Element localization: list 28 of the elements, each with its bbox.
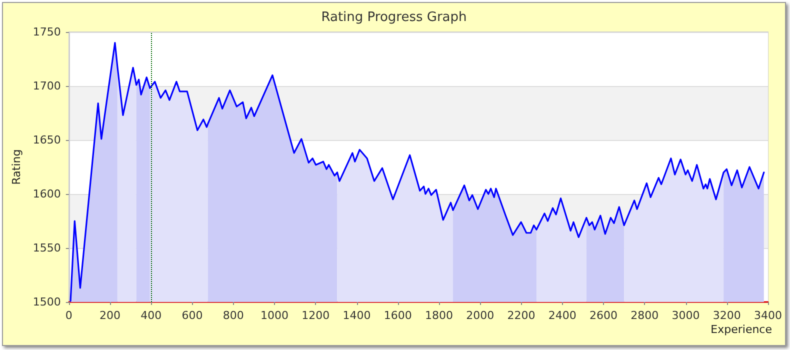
x-tick-label: 800 bbox=[222, 309, 244, 322]
x-tick-label: 400 bbox=[140, 309, 162, 322]
chart-title: Rating Progress Graph bbox=[321, 10, 467, 25]
x-tick-label: 1600 bbox=[384, 309, 412, 322]
x-tick-label: 1800 bbox=[425, 309, 454, 322]
x-tick-label: 2000 bbox=[466, 309, 494, 322]
y-tick-label: 1650 bbox=[32, 134, 61, 146]
y-tick-label: 1600 bbox=[32, 188, 61, 200]
x-tick-label: 600 bbox=[182, 309, 203, 322]
x-tick-label: 1400 bbox=[342, 309, 371, 322]
x-tick-label: 3200 bbox=[712, 309, 741, 322]
y-tick-label: 1500 bbox=[32, 296, 61, 308]
y-tick-label: 1700 bbox=[32, 80, 61, 92]
y-axis-title: Rating bbox=[10, 149, 23, 185]
y-tick-label: 1550 bbox=[32, 242, 61, 254]
x-tick-label: 3400 bbox=[754, 309, 782, 322]
x-tick-label: 1000 bbox=[260, 309, 289, 322]
x-tick-label: 3000 bbox=[672, 309, 700, 322]
x-tick-label: 2600 bbox=[590, 309, 618, 322]
x-tick-label: 2800 bbox=[630, 309, 659, 322]
x-tick-label: 1200 bbox=[302, 309, 330, 322]
line-series bbox=[70, 42, 765, 302]
x-tick-label: 0 bbox=[65, 309, 72, 322]
y-tick-label: 1750 bbox=[32, 26, 61, 38]
x-tick-label: 2200 bbox=[507, 309, 536, 322]
x-tick-label: 200 bbox=[100, 309, 121, 322]
x-axis-title: Experience bbox=[710, 323, 772, 336]
x-tick-label: 2400 bbox=[548, 309, 576, 322]
